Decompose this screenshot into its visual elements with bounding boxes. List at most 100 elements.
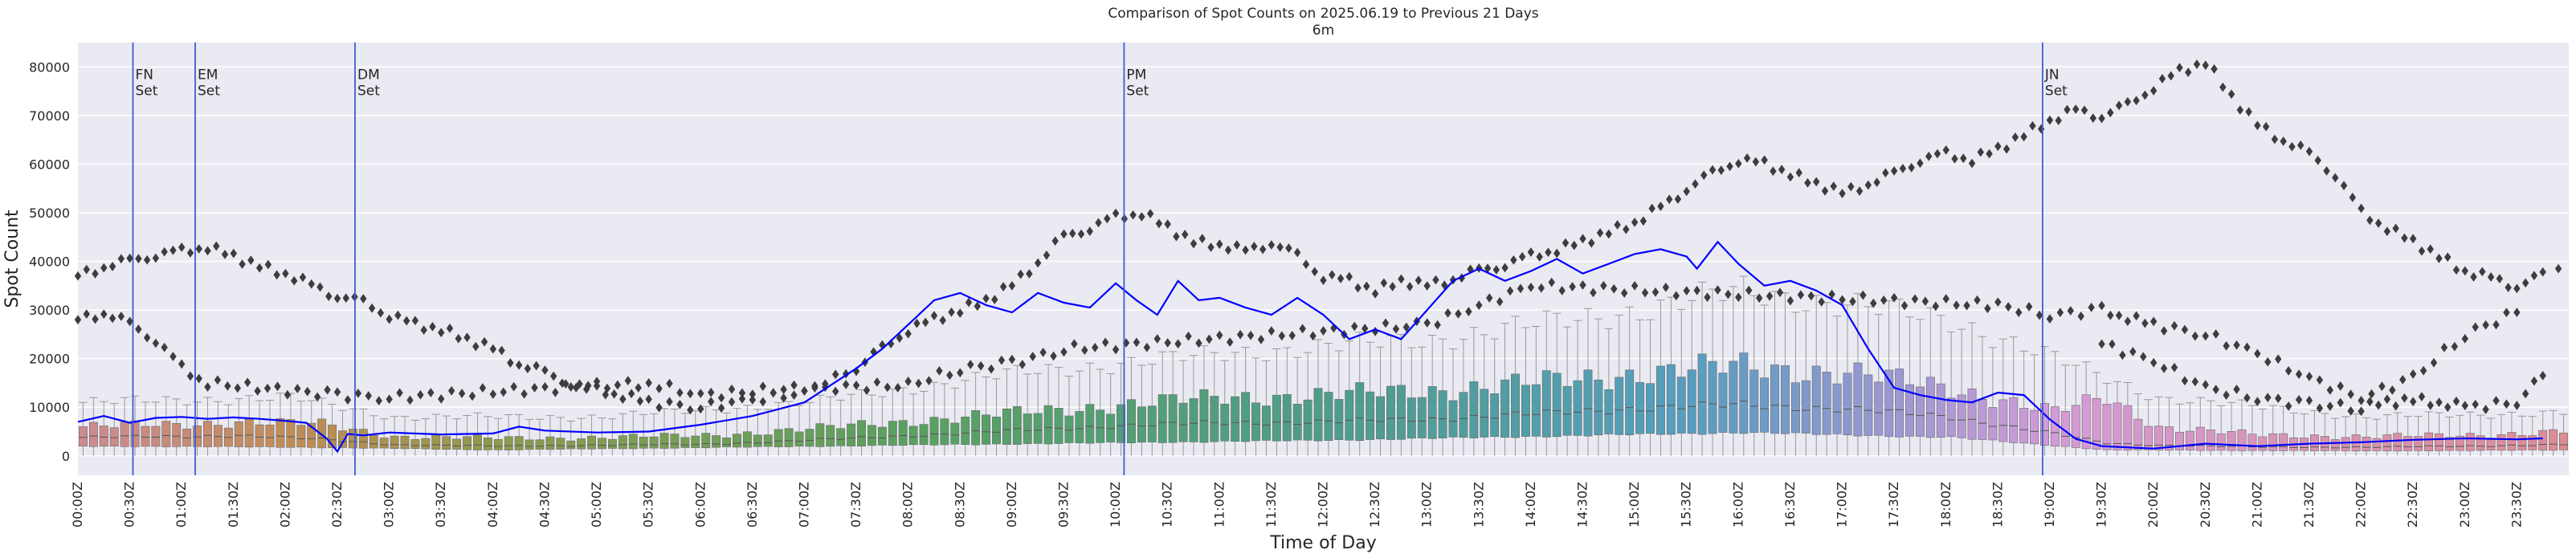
outlier-point	[666, 397, 673, 407]
outlier-point	[1293, 247, 1301, 258]
outlier-point	[1807, 291, 1815, 301]
outlier-point	[1242, 245, 1249, 255]
box-plot	[2414, 416, 2423, 456]
outlier-point	[1683, 186, 1690, 197]
outlier-point	[1778, 165, 1786, 175]
outlier-point	[1224, 245, 1232, 255]
outlier-point	[83, 309, 90, 319]
box-plot	[971, 372, 981, 456]
outlier-point	[1050, 351, 1057, 361]
box-plot	[763, 409, 773, 456]
outlier-point	[2185, 67, 2192, 77]
outlier-point	[1086, 226, 1093, 237]
outlier-point	[290, 275, 298, 286]
outlier-point	[2181, 376, 2189, 386]
box-plot	[1303, 352, 1312, 456]
outlier-point	[2170, 362, 2178, 373]
outlier-point	[1588, 238, 1595, 248]
outlier-point	[394, 310, 402, 320]
outlier-point	[1641, 287, 1649, 298]
box-plot	[1708, 288, 1717, 456]
outlier-point	[489, 344, 497, 354]
x-tick-label: 22:30Z	[2405, 482, 2420, 527]
outlier-point	[221, 250, 229, 259]
box-plot	[1376, 346, 1386, 456]
outlier-point	[2080, 105, 2088, 116]
outlier-point	[2133, 311, 2140, 321]
box-plot	[1002, 368, 1011, 456]
outlier-point	[1553, 248, 1561, 259]
outlier-point	[427, 388, 435, 397]
outlier-point	[1092, 343, 1099, 352]
box-plot	[1023, 373, 1032, 456]
outlier-point	[92, 269, 99, 279]
box-plot	[1697, 281, 1707, 456]
outlier-point	[214, 375, 222, 385]
box-plot	[1261, 360, 1271, 456]
box-plot	[1957, 328, 1966, 456]
x-tick-label: 18:00Z	[1938, 482, 1953, 527]
box-plot	[514, 413, 524, 456]
box-plot	[276, 393, 285, 456]
outlier-point	[1017, 269, 1024, 279]
outlier-point	[2109, 339, 2116, 349]
outlier-point	[1600, 280, 1607, 291]
outlier-point	[126, 253, 133, 263]
outlier-point	[636, 396, 644, 406]
outlier-point	[1476, 300, 1483, 310]
outlier-point	[2418, 392, 2426, 401]
outlier-point	[195, 373, 202, 384]
outlier-point	[1320, 326, 1327, 336]
box-plot	[1946, 331, 1956, 456]
outlier-point	[550, 371, 557, 381]
outlier-point	[2191, 331, 2199, 341]
outlier-point	[1320, 275, 1327, 286]
outlier-point	[1648, 203, 1655, 214]
outlier-point	[728, 397, 736, 407]
outlier-point	[811, 383, 819, 393]
outlier-point	[533, 360, 540, 371]
outlier-point	[1672, 291, 1680, 301]
outlier-point	[1735, 292, 1742, 303]
box-plot	[1521, 327, 1530, 456]
outlier-point	[1423, 318, 1431, 328]
box-plot	[307, 400, 316, 456]
outlier-point	[2503, 399, 2510, 409]
x-axis-ticks: 00:00Z 00:30Z 01:00Z 01:30Z 02:00Z 02:30Z 03:0…	[70, 482, 2524, 527]
outlier-point	[458, 389, 466, 398]
outlier-point	[239, 259, 246, 269]
box-plot	[598, 417, 606, 456]
outlier-point	[2167, 71, 2174, 81]
outlier-point	[1207, 242, 1215, 252]
box-plot	[1500, 323, 1510, 456]
outlier-point	[186, 248, 194, 258]
outlier-point	[420, 325, 427, 336]
outlier-point	[479, 383, 487, 393]
outlier-point	[294, 384, 301, 393]
outlier-point	[455, 333, 462, 344]
box-plot	[2185, 402, 2194, 456]
outlier-point	[770, 388, 777, 398]
outlier-point	[2262, 121, 2270, 132]
box-plot	[223, 404, 233, 456]
outlier-point	[1276, 242, 1284, 252]
outlier-point	[2401, 233, 2408, 243]
outlier-point	[152, 338, 160, 348]
box-plot	[1718, 299, 1728, 456]
outlier-point	[645, 378, 652, 388]
box-plot	[1231, 352, 1240, 456]
outlier-point	[925, 376, 933, 386]
box-plot	[1168, 351, 1178, 456]
outlier-point	[247, 255, 255, 266]
box-plot	[1687, 299, 1696, 456]
outlier-point	[1548, 277, 1555, 287]
outlier-point	[213, 241, 220, 251]
box-plot	[1075, 370, 1084, 456]
outlier-point	[1847, 181, 1855, 192]
outlier-point	[2487, 272, 2495, 282]
outlier-point	[2271, 134, 2279, 145]
outlier-point	[573, 383, 580, 393]
box-plot	[1915, 319, 1925, 456]
outlier-point	[1821, 186, 1829, 196]
